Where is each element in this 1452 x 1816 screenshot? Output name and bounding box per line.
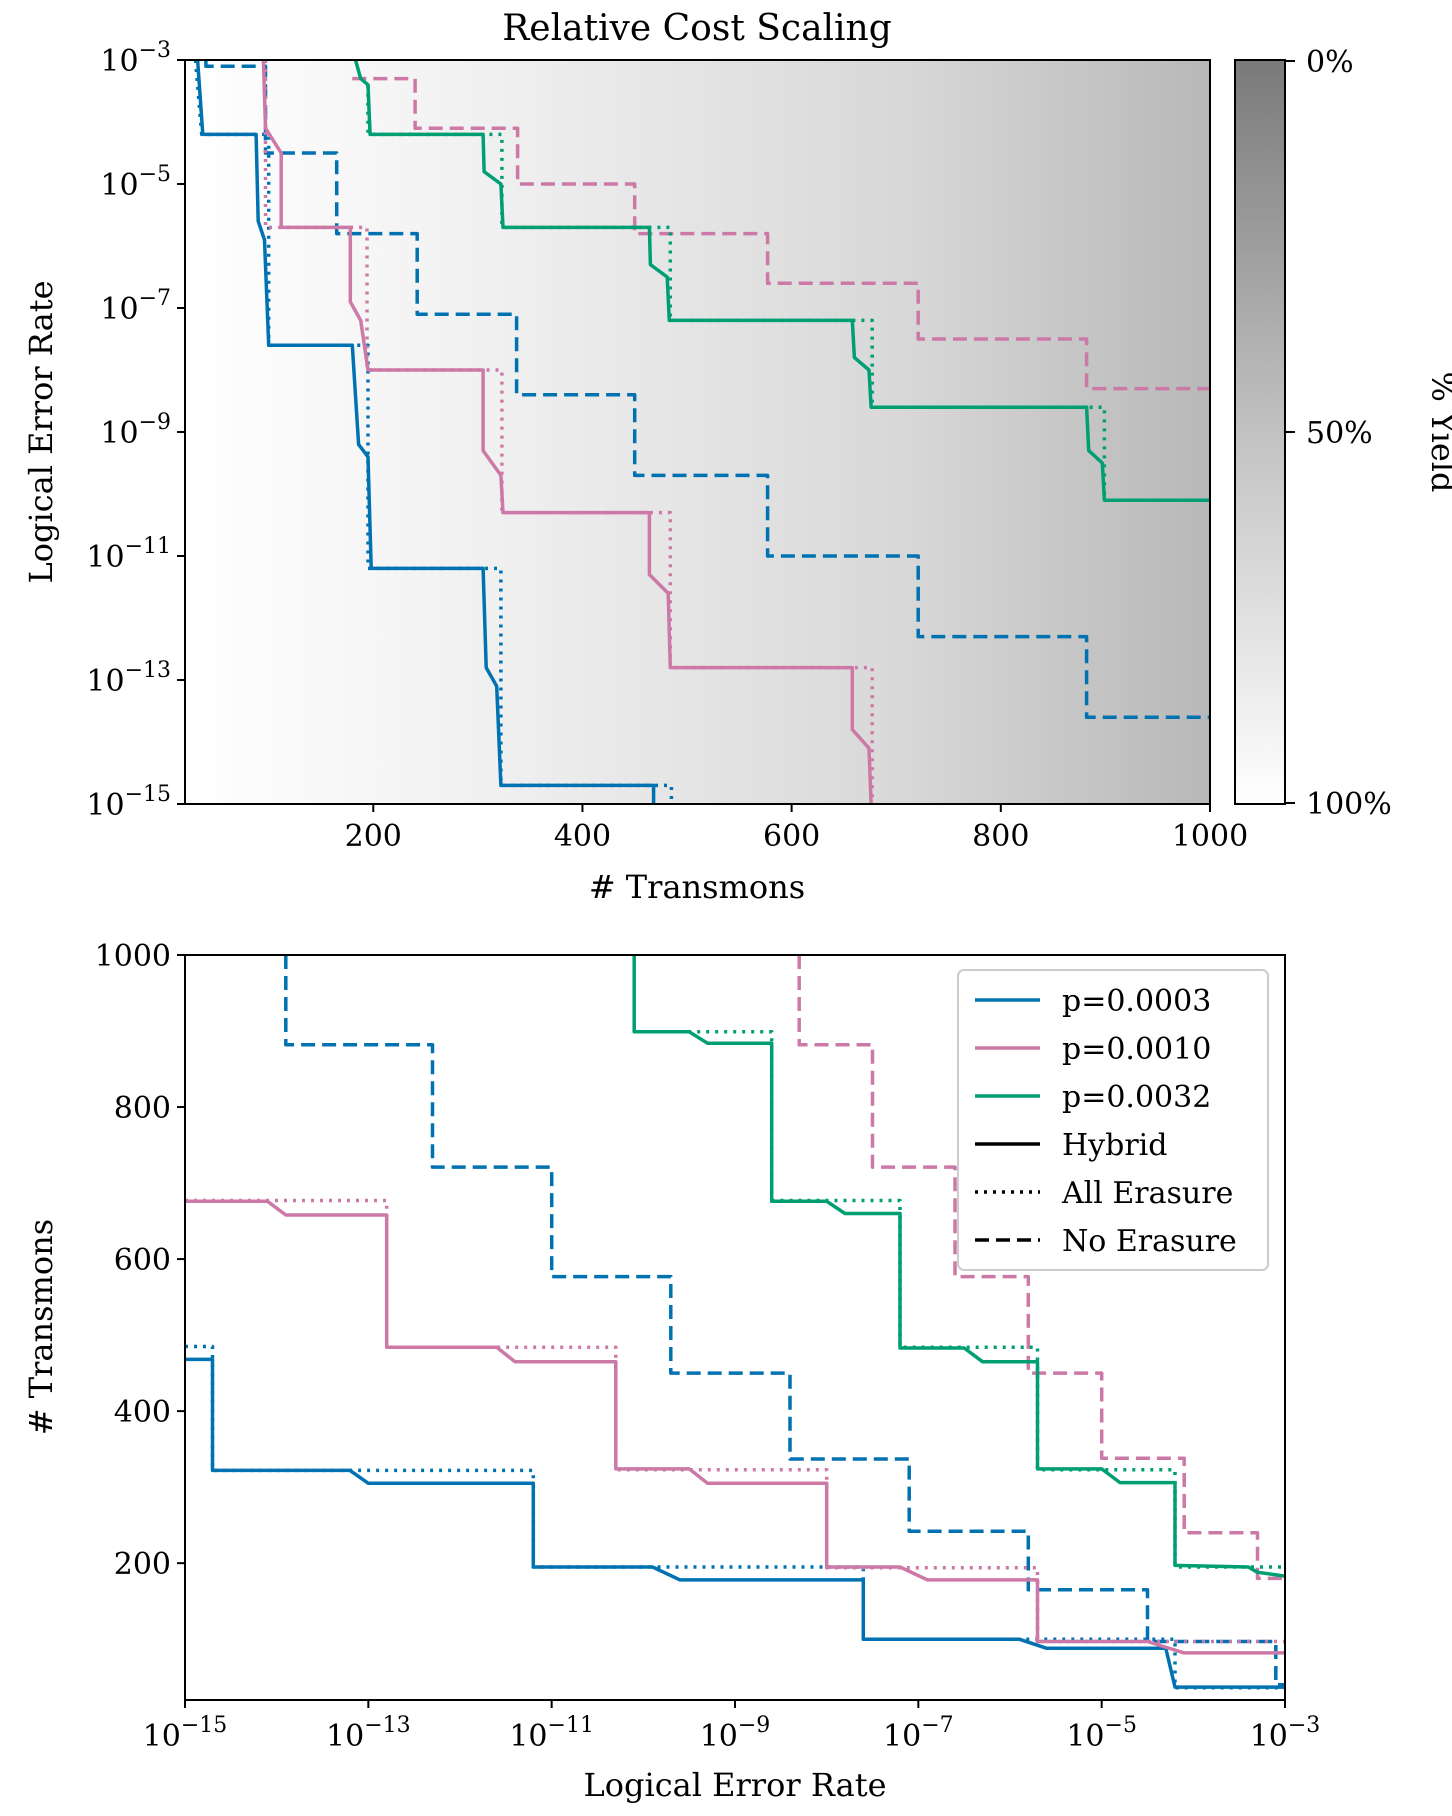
top-series-line <box>261 60 873 804</box>
bottom-x-tick-label: 10−3 <box>1250 1713 1321 1754</box>
legend-label: No Erasure <box>1062 1224 1237 1259</box>
top-x-axis-label: # Transmons <box>589 868 805 906</box>
bottom-x-tick-label: 10−5 <box>1066 1713 1137 1754</box>
bottom-x-tick-label: 10−9 <box>700 1713 771 1754</box>
bottom-x-tick-label: 10−7 <box>883 1713 954 1754</box>
legend-label: All Erasure <box>1061 1176 1233 1211</box>
colorbar-label: % Yield <box>1424 371 1452 492</box>
top-y-tick-label: 10−7 <box>100 286 171 327</box>
bottom-x-axis-label: Logical Error Rate <box>583 1766 886 1804</box>
bottom-y-tick-label: 600 <box>114 1243 171 1278</box>
bottom-x-tick-label: 10−13 <box>326 1713 411 1754</box>
top-series-line <box>263 60 874 804</box>
bottom-series-line <box>185 1357 1285 1689</box>
top-x-tick-label: 200 <box>345 819 402 854</box>
colorbar-tick-label: 100% <box>1306 787 1392 822</box>
bottom-series-line <box>185 1344 1285 1690</box>
legend-box <box>957 969 1269 1271</box>
top-y-axis-label: Logical Error Rate <box>22 280 60 583</box>
top-series-line <box>193 60 674 804</box>
bottom-y-tick-label: 400 <box>114 1395 171 1430</box>
legend-label: p=0.0003 <box>1062 984 1211 1019</box>
bottom-y-tick-label: 200 <box>114 1547 171 1582</box>
bottom-y-tick-label: 800 <box>114 1091 171 1126</box>
top-series-line <box>353 60 1210 502</box>
bottom-series-line <box>797 955 1285 1581</box>
top-x-tick-label: 800 <box>972 819 1029 854</box>
legend: p=0.0003 p=0.0010 p=0.0032 Hybrid All Erasur… <box>957 969 1269 1271</box>
top-y-tick-label: 10−3 <box>100 38 171 79</box>
legend-label: p=0.0010 <box>1062 1032 1211 1067</box>
top-yield-background <box>185 60 1210 804</box>
bottom-chart: 10−15 10−13 10−11 10−9 10−7 10−5 10−3 200 400 60… <box>22 939 1320 1804</box>
legend-label: p=0.0032 <box>1062 1080 1211 1115</box>
bottom-series-line <box>284 955 1285 1687</box>
chart-title: Relative Cost Scaling <box>502 8 892 49</box>
bottom-x-tick-label: 10−11 <box>509 1713 594 1754</box>
top-x-tick-label: 600 <box>763 819 820 854</box>
colorbar-tick-label: 50% <box>1306 416 1373 451</box>
colorbar <box>1234 59 1286 805</box>
top-y-tick-label: 10−5 <box>100 162 171 203</box>
bottom-x-tick-label: 10−15 <box>143 1713 228 1754</box>
bottom-y-tick-label: 1000 <box>95 939 171 974</box>
top-x-tick-label: 400 <box>554 819 611 854</box>
bottom-series-line <box>634 1030 1285 1569</box>
top-x-tick-label: 1000 <box>1172 819 1248 854</box>
colorbar-tick-label: 0% <box>1306 45 1354 80</box>
top-chart: 200 400 600 800 1000 10−3 10−5 10−7 10−9 10−11 10… <box>22 38 1452 906</box>
top-series-line <box>352 76 1210 391</box>
top-y-tick-label: 10−13 <box>86 658 171 699</box>
bottom-series-line <box>185 1199 1285 1655</box>
top-series-line <box>195 60 656 804</box>
top-y-tick-label: 10−9 <box>100 410 171 451</box>
top-y-tick-label: 10−15 <box>86 782 171 823</box>
bottom-y-axis-label: # Transmons <box>22 1219 60 1435</box>
legend-label: Hybrid <box>1062 1128 1167 1163</box>
top-y-tick-label: 10−11 <box>86 534 171 575</box>
